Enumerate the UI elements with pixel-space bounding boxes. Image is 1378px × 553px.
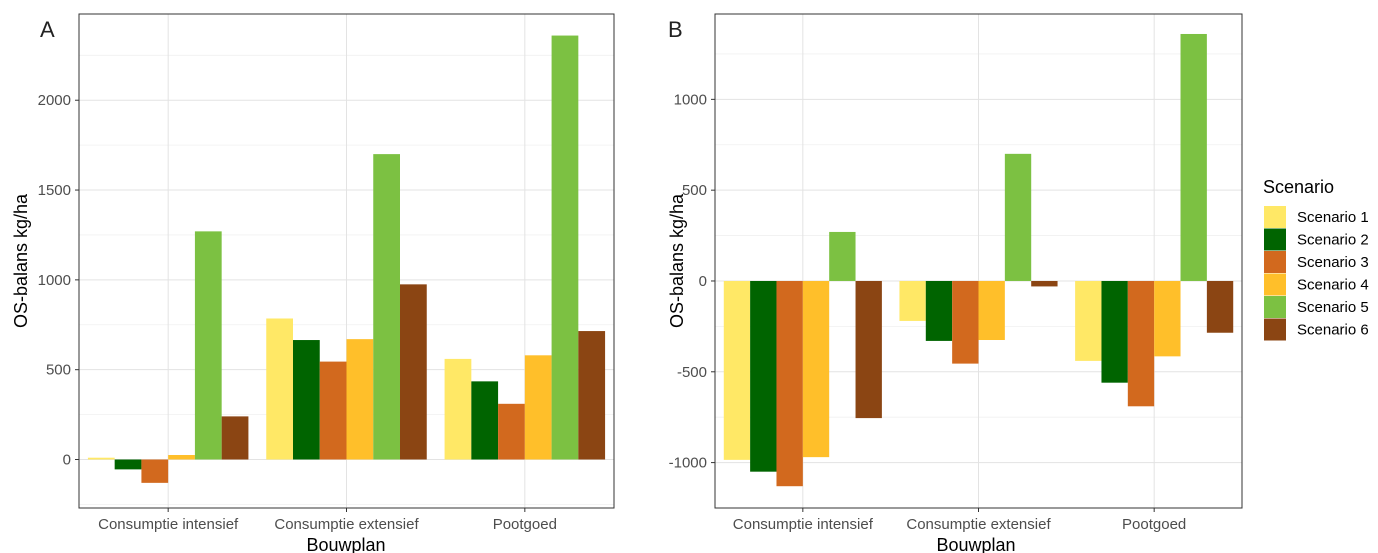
panel-b-x-tick-label: Consumptie extensief	[906, 516, 1051, 533]
panel-a-bar-scenario-3-1	[141, 459, 169, 483]
panel-a-x-tick-label: Consumptie extensief	[274, 516, 419, 533]
panel-b-bars	[723, 33, 1234, 487]
panel-b-bar-scenario-1-3	[1075, 280, 1102, 361]
panel-a-y-tick-label: 1500	[38, 182, 71, 199]
panel-b-y-tick-label: 0	[699, 273, 707, 290]
panel-b-y-tick-label: -1000	[669, 455, 707, 472]
panel-a-bar-scenario-3-3	[498, 403, 525, 460]
panel-a-x-ticks: Consumptie intensief Consumptie extensief…	[98, 508, 557, 533]
panel-b-y-tick-label: -500	[677, 364, 707, 381]
panel-a-tag: A	[40, 17, 55, 42]
panel-b-x-tick-label: Consumptie intensief	[733, 516, 874, 533]
legend-key-scenario-4	[1264, 273, 1286, 296]
panel-a-bar-scenario-1-1	[87, 457, 115, 460]
panel-b-x-ticks: Consumptie intensief Consumptie extensief…	[733, 508, 1186, 533]
legend-title: Scenario	[1263, 177, 1334, 197]
panel-b-x-tick-label: Pootgoed	[1122, 516, 1186, 533]
panel-a-bars	[87, 35, 606, 483]
legend-label-scenario-6: Scenario 6	[1297, 322, 1369, 339]
panel-a-bar-scenario-2-2	[293, 340, 320, 460]
panel-a-bar-scenario-2-3	[471, 381, 499, 460]
panel-a-y-tick-label: 1000	[38, 272, 71, 289]
panel-a-y-axis-title: OS-balans kg/ha	[11, 193, 31, 328]
legend-key-scenario-5	[1264, 296, 1286, 318]
legend-key-scenario-6	[1264, 318, 1286, 341]
legend-label-scenario-3: Scenario 3	[1297, 254, 1369, 271]
panel-b-bar-scenario-6-3	[1206, 280, 1234, 333]
panel-b-bar-scenario-2-3	[1101, 280, 1128, 383]
panel-b-bar-scenario-6-1	[855, 280, 882, 419]
panel-b-bar-scenario-3-1	[776, 280, 803, 487]
legend-label-scenario-1: Scenario 1	[1297, 209, 1369, 226]
panel-a-x-tick-label: Consumptie intensief	[98, 516, 239, 533]
panel-a-bar-scenario-6-3	[578, 331, 606, 460]
panel-b-bar-scenario-4-3	[1154, 280, 1181, 357]
legend-label-scenario-2: Scenario 2	[1297, 232, 1369, 249]
panel-b-y-ticks: -1000 -500 0 500 1000	[669, 91, 715, 472]
panel-a-y-tick-label: 500	[46, 362, 71, 379]
panel-a-border	[78, 13, 615, 509]
panel-a-bar-scenario-5-3	[551, 35, 579, 460]
panel-a-bar-scenario-1-3	[444, 358, 472, 460]
panel-b-y-tick-label: 1000	[674, 91, 707, 108]
panel-a-bar-scenario-6-2	[400, 284, 427, 460]
panel-a-bar-scenario-4-1	[168, 455, 195, 460]
panel-b-bar-scenario-2-1	[750, 280, 777, 472]
legend-label-scenario-5: Scenario 5	[1297, 299, 1369, 316]
panel-a-y-tick-label: 2000	[38, 92, 71, 109]
legend-key-scenario-3	[1264, 251, 1286, 273]
panel-b-bar-scenario-5-2	[1004, 153, 1032, 281]
panel-a-x-axis-title: Bouwplan	[306, 535, 385, 553]
panel-b-bar-scenario-4-1	[802, 280, 830, 458]
panel-b-bar-scenario-6-2	[1031, 280, 1058, 287]
panel-b-x-axis-title: Bouwplan	[936, 535, 1015, 553]
legend-key-scenario-2	[1264, 228, 1286, 251]
panel-b-bar-scenario-5-3	[1180, 33, 1207, 281]
panel-b-bar-scenario-1-2	[899, 280, 926, 321]
panel-a-y-ticks: 0 500 1000 1500 2000	[38, 92, 79, 468]
legend-key-scenario-1	[1264, 206, 1286, 228]
panel-a-bar-scenario-2-1	[114, 459, 142, 470]
panel-a-bar-scenario-5-1	[194, 231, 222, 460]
panel-b-bar-scenario-1-1	[723, 280, 751, 460]
panel-b-bar-scenario-5-1	[829, 231, 856, 281]
panel-b-bar-scenario-4-2	[978, 280, 1005, 341]
legend-label-scenario-4: Scenario 4	[1297, 277, 1369, 294]
panel-b-y-tick-label: 500	[682, 182, 707, 199]
panel-a-bar-scenario-1-2	[266, 318, 293, 460]
panel-b-tag: B	[668, 17, 683, 42]
panel-a-bar-scenario-3-2	[319, 361, 347, 460]
panel-a-y-tick-label: 0	[63, 451, 71, 468]
panel-a-bar-scenario-6-1	[221, 416, 249, 460]
panel-b-bar-scenario-3-3	[1127, 280, 1155, 407]
panel-b-border	[714, 13, 1243, 509]
panel-b-bar-scenario-3-2	[952, 280, 979, 364]
panel-b-y-axis-title: OS-balans kg/ha	[667, 193, 687, 328]
panel-a-bar-scenario-4-2	[346, 339, 374, 460]
panel-a-grid	[79, 14, 614, 508]
legend-items: Scenario 1 Scenario 2 Scenario 3 Scenario 4…	[1264, 206, 1369, 341]
panel-a-bar-scenario-5-2	[373, 154, 400, 460]
panel-a-x-tick-label: Pootgoed	[493, 516, 557, 533]
panel-a-bar-scenario-4-3	[524, 355, 552, 460]
panel-b-bar-scenario-2-2	[925, 280, 953, 341]
